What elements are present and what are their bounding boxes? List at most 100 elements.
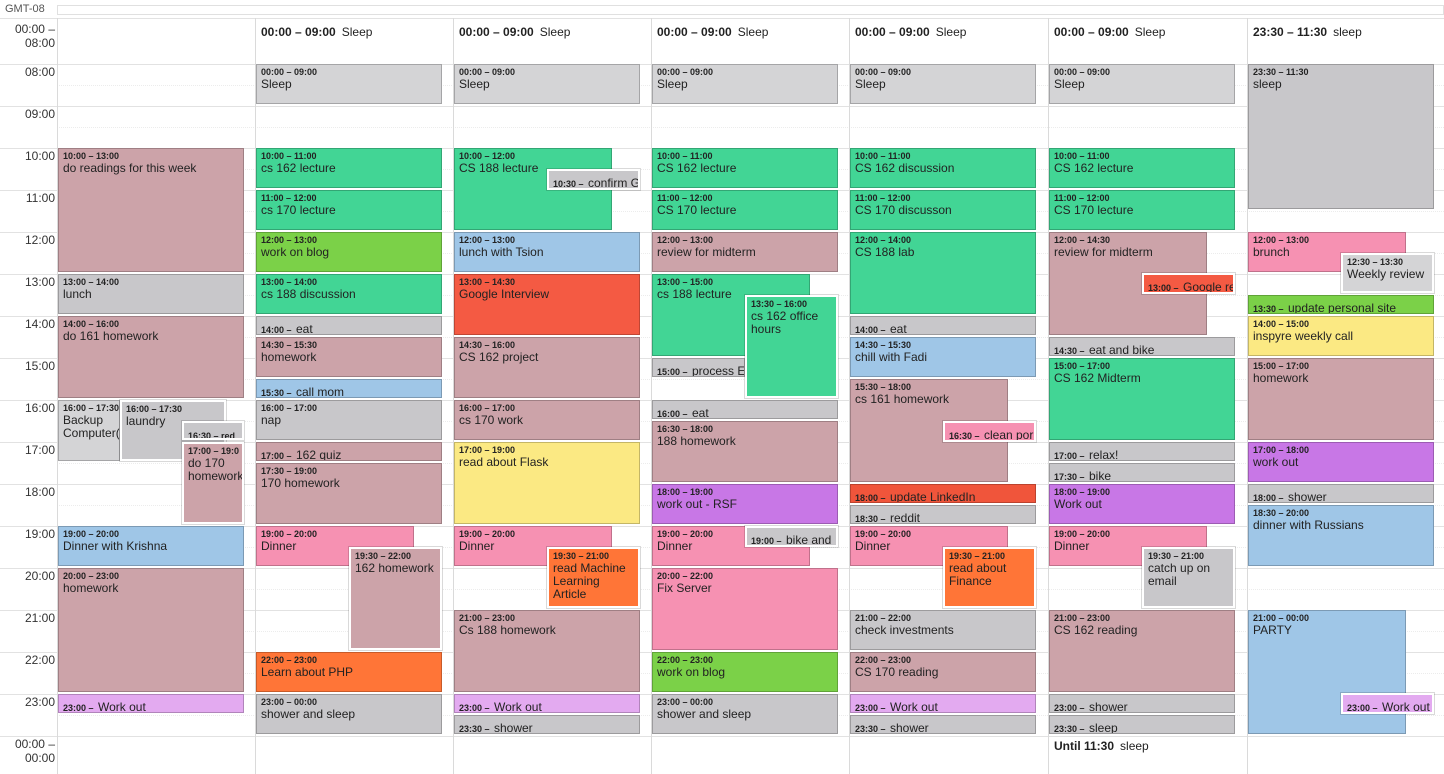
calendar-event[interactable]: 23:30 – sleep: [1049, 715, 1235, 734]
calendar-event[interactable]: 13:00 – 14:00 cs 188 discussion: [256, 274, 442, 314]
calendar-event[interactable]: 10:00 – 11:00 cs 162 lecture: [256, 148, 442, 188]
calendar-event[interactable]: 15:30 – call mom: [256, 379, 442, 398]
event-time: 19:00 – 20:00: [459, 529, 516, 539]
calendar-event[interactable]: 23:00 – Work out: [58, 694, 244, 713]
calendar-event[interactable]: 19:30 – 22:00 162 homework: [348, 546, 443, 651]
calendar-event[interactable]: 10:00 – 11:00 CS 162 discussion: [850, 148, 1036, 188]
calendar-event[interactable]: 23:00 – Work out: [850, 694, 1036, 713]
calendar-event[interactable]: 14:30 – eat and bike: [1049, 337, 1235, 356]
all-day-event[interactable]: 00:00 – 09:00 Sleep: [459, 25, 645, 39]
calendar-event[interactable]: 17:00 – 162 quiz: [256, 442, 442, 461]
calendar-event[interactable]: 12:00 – 13:00 lunch with Tsion: [454, 232, 640, 272]
calendar-event[interactable]: 21:00 – 23:00 CS 162 reading: [1049, 610, 1235, 692]
calendar-event[interactable]: 21:00 – 22:00 check investments: [850, 610, 1036, 650]
calendar-event[interactable]: 17:00 – 18:00 work out: [1248, 442, 1434, 482]
calendar-event[interactable]: 23:00 – shower: [1049, 694, 1235, 713]
calendar-event[interactable]: 14:00 – 15:00 inspyre weekly call: [1248, 316, 1434, 356]
calendar-event[interactable]: 12:00 – 13:00 review for midterm: [652, 232, 838, 272]
calendar-event[interactable]: 00:00 – 09:00 Sleep: [256, 64, 442, 104]
calendar-event[interactable]: 19:30 – 21:00 catch up on email: [1141, 546, 1236, 609]
calendar-event[interactable]: 16:00 – eat: [652, 400, 838, 419]
calendar-event[interactable]: 14:00 – eat: [850, 316, 1036, 335]
calendar-event[interactable]: 17:00 – 19:0 do 170 homework: [181, 441, 245, 525]
calendar-event[interactable]: 19:00 – 20:00 Dinner with Krishna: [58, 526, 244, 566]
calendar-event[interactable]: 13:00 – 15:00 cs 188 lecture: [652, 274, 810, 356]
calendar-event[interactable]: 16:00 – 17:30 Backup Computer(: [58, 400, 120, 461]
event-time: 12:00 – 13:00: [459, 235, 516, 245]
calendar-event[interactable]: 18:00 – update LinkedIn: [850, 484, 1036, 503]
event-title: eat: [691, 406, 709, 419]
calendar-event[interactable]: 20:00 – 22:00 Fix Server: [652, 568, 838, 650]
calendar-event[interactable]: 15:00 – process E: [652, 358, 745, 377]
calendar-event[interactable]: 11:00 – 12:00 cs 170 lecture: [256, 190, 442, 230]
event-time: 23:00 – 00:00: [657, 697, 714, 707]
calendar-event[interactable]: 18:30 – 20:00 dinner with Russians: [1248, 505, 1434, 566]
calendar-event[interactable]: 14:30 – 15:30 homework: [256, 337, 442, 377]
calendar-event[interactable]: 16:00 – 17:00 cs 170 work: [454, 400, 640, 440]
all-day-event[interactable]: 00:00 – 09:00 Sleep: [657, 25, 843, 39]
calendar-event[interactable]: 17:30 – bike: [1049, 463, 1235, 482]
calendar-event[interactable]: 15:00 – 17:00 homework: [1248, 358, 1434, 440]
calendar-event[interactable]: 15:00 – 17:00 CS 162 Midterm: [1049, 358, 1235, 440]
calendar-event[interactable]: 17:00 – relax!: [1049, 442, 1235, 461]
calendar-event[interactable]: 18:00 – 19:00 Work out: [1049, 484, 1235, 524]
event-time: 14:30 –: [1054, 346, 1085, 356]
calendar-event[interactable]: 23:30 – 11:30 sleep: [1248, 64, 1434, 209]
calendar-event[interactable]: 18:00 – shower: [1248, 484, 1434, 503]
calendar-event[interactable]: 22:00 – 23:00 work on blog: [652, 652, 838, 692]
calendar-event[interactable]: 13:00 – 14:00 lunch: [58, 274, 244, 314]
calendar-event[interactable]: 18:30 – reddit: [850, 505, 1036, 524]
calendar-event[interactable]: 23:00 – 00:00 shower and sleep: [256, 694, 442, 734]
calendar-event[interactable]: 13:30 – update personal site: [1248, 295, 1434, 314]
all-day-event[interactable]: 23:30 – 11:30 sleep: [1253, 25, 1439, 39]
calendar-event[interactable]: 13:30 – 16:00 cs 162 office hours: [744, 294, 839, 399]
calendar-event[interactable]: 14:00 – eat: [256, 316, 442, 335]
calendar-event[interactable]: 19:30 – 21:00 read about Finance: [942, 546, 1037, 609]
calendar-event[interactable]: 12:00 – 13:00 work on blog: [256, 232, 442, 272]
calendar-event[interactable]: 21:00 – 00:00 PARTY: [1248, 610, 1406, 734]
calendar-event[interactable]: 00:00 – 09:00 Sleep: [652, 64, 838, 104]
calendar-event[interactable]: 12:30 – 13:30 Weekly review: [1340, 252, 1435, 294]
calendar-event[interactable]: 22:00 – 23:00 CS 170 reading: [850, 652, 1036, 692]
calendar-event[interactable]: 23:30 – shower: [850, 715, 1036, 734]
calendar-event[interactable]: 20:00 – 23:00 homework: [58, 568, 244, 692]
calendar-event[interactable]: 14:30 – 16:00 CS 162 project: [454, 337, 640, 398]
event-time: 13:00 –: [1148, 283, 1179, 293]
all-day-event[interactable]: 00:00 – 09:00 Sleep: [1054, 25, 1240, 39]
calendar-event[interactable]: 23:00 – Work out: [454, 694, 640, 713]
calendar-event[interactable]: 17:00 – 19:00 read about Flask: [454, 442, 640, 524]
calendar-event[interactable]: 23:30 – shower: [454, 715, 640, 734]
calendar-event[interactable]: 17:30 – 19:00 170 homework: [256, 463, 442, 524]
calendar-event[interactable]: 16:30 – red: [181, 420, 245, 441]
calendar-event[interactable]: 13:00 – 14:30 Google Interview: [454, 274, 640, 335]
calendar-event[interactable]: 18:00 – 19:00 work out - RSF: [652, 484, 838, 524]
calendar-event[interactable]: 14:00 – 16:00 do 161 homework: [58, 316, 244, 398]
calendar-event[interactable]: 00:00 – 09:00 Sleep: [1049, 64, 1235, 104]
calendar-event[interactable]: 10:00 – 13:00 do readings for this week: [58, 148, 244, 272]
calendar-event[interactable]: 16:30 – 18:00 188 homework: [652, 421, 838, 482]
calendar-event[interactable]: 12:00 – 14:00 CS 188 lab: [850, 232, 1036, 314]
continuing-event[interactable]: Until 11:30 sleep: [1054, 739, 1240, 753]
calendar-event[interactable]: 22:00 – 23:00 Learn about PHP: [256, 652, 442, 692]
calendar-event[interactable]: 21:00 – 23:00 Cs 188 homework: [454, 610, 640, 692]
event-time: 00:00 – 09:00: [261, 67, 318, 77]
event-title: homework: [63, 581, 119, 595]
calendar-event[interactable]: 11:00 – 12:00 CS 170 discusson: [850, 190, 1036, 230]
calendar-event[interactable]: 10:00 – 11:00 CS 162 lecture: [652, 148, 838, 188]
calendar-event[interactable]: 19:00 – bike and: [744, 525, 839, 548]
all-day-event[interactable]: 00:00 – 09:00 Sleep: [261, 25, 447, 39]
calendar-event[interactable]: 10:00 – 11:00 CS 162 lecture: [1049, 148, 1235, 188]
calendar-event[interactable]: 11:00 – 12:00 CS 170 lecture: [1049, 190, 1235, 230]
calendar-event[interactable]: 00:00 – 09:00 Sleep: [454, 64, 640, 104]
calendar-event[interactable]: 11:00 – 12:00 CS 170 lecture: [652, 190, 838, 230]
calendar-event[interactable]: 19:30 – 21:00 read Machine Learning Artic…: [546, 546, 641, 609]
calendar-event[interactable]: 00:00 – 09:00 Sleep: [850, 64, 1036, 104]
calendar-event[interactable]: 10:30 – confirm G: [546, 168, 641, 191]
calendar-event[interactable]: 13:00 – Google re: [1141, 272, 1236, 295]
calendar-event[interactable]: 14:30 – 15:30 chill with Fadi: [850, 337, 1036, 377]
all-day-event[interactable]: 00:00 – 09:00 Sleep: [855, 25, 1041, 39]
calendar-event[interactable]: 23:00 – Work out: [1340, 692, 1435, 715]
calendar-event[interactable]: 16:00 – 17:00 nap: [256, 400, 442, 440]
calendar-event[interactable]: 16:30 – clean por: [942, 420, 1037, 443]
calendar-event[interactable]: 23:00 – 00:00 shower and sleep: [652, 694, 838, 734]
